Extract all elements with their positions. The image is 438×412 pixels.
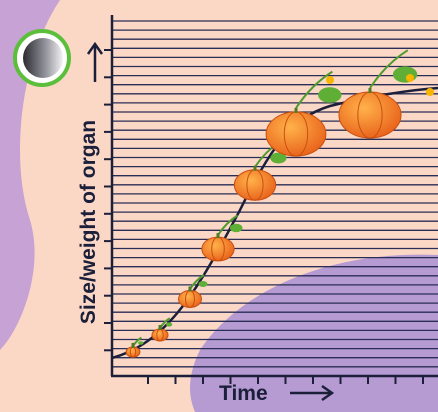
icon-moon	[23, 38, 63, 78]
stem	[254, 166, 257, 171]
pumpkin	[152, 329, 168, 341]
stem	[295, 108, 298, 113]
stem	[369, 88, 372, 93]
stem	[132, 343, 135, 348]
leaf	[138, 341, 143, 345]
stem	[217, 233, 220, 238]
y-axis-label: Size/weight of organ	[77, 120, 100, 324]
flower	[426, 88, 434, 96]
pumpkin	[202, 237, 234, 261]
pumpkin	[179, 291, 202, 308]
leaf	[199, 281, 208, 287]
pumpkin	[339, 92, 401, 138]
flower	[326, 76, 334, 84]
x-axis-label: Time	[219, 382, 268, 405]
leaf	[166, 322, 172, 326]
leaf	[318, 87, 341, 103]
pumpkin	[266, 112, 326, 156]
leaf	[393, 66, 417, 82]
leaf	[230, 224, 243, 232]
stem	[159, 325, 162, 330]
pumpkin	[234, 170, 275, 201]
growth-diagram: Size/weight of organ Time	[0, 0, 438, 412]
pumpkin	[126, 347, 140, 357]
flower	[406, 74, 414, 82]
stem	[189, 287, 192, 292]
